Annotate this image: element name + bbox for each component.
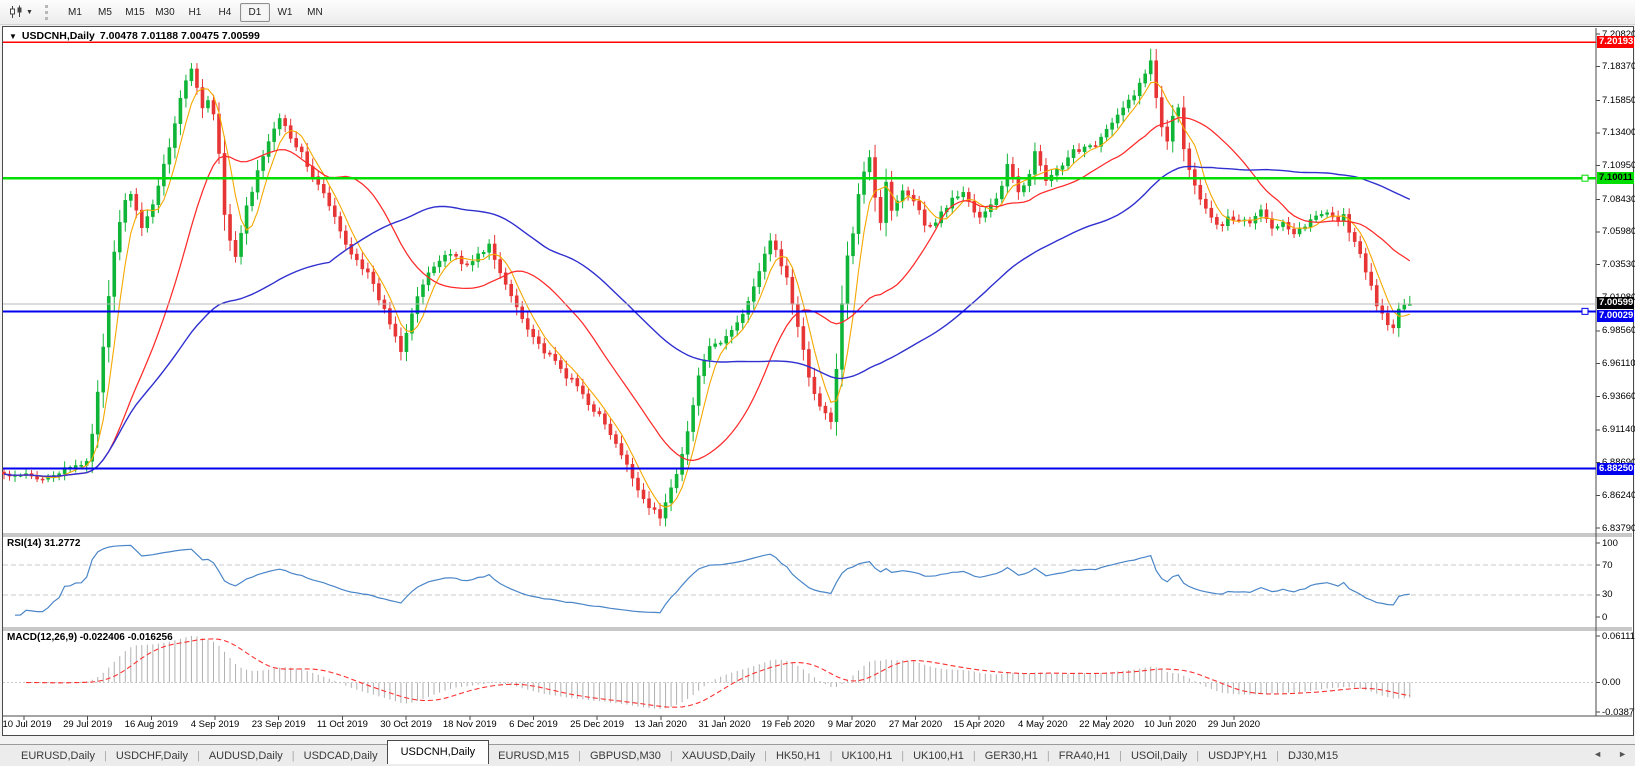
tab-separator: | [196,749,200,762]
tab-separator: | [1046,749,1050,762]
tab-scroll-left-icon[interactable]: ◄ [1593,749,1603,759]
tab-separator: | [1276,749,1280,762]
timeframe-button-h4[interactable]: H4 [210,3,240,22]
candlestick-chart-icon [10,5,22,18]
chart-tab-xauusd-daily[interactable]: XAUUSD,Daily [681,749,756,762]
timeframe-button-m15[interactable]: M15 [120,3,150,22]
toolbar-grip[interactable] [44,4,51,20]
chart-tab-hk50-h1[interactable]: HK50,H1 [775,749,821,762]
chevron-down-icon: ▼ [26,8,33,16]
tab-scroll-arrows: ◄ ► [1593,749,1627,759]
chart-tab-gbpusd-m30[interactable]: GBPUSD,M30 [589,749,661,762]
chart-tab-usoil-daily[interactable]: USOil,Daily [1130,749,1188,762]
tab-separator: | [764,749,767,762]
chart-tab-eurusd-m15[interactable]: EURUSD,M15 [498,749,570,762]
timeframe-button-m1[interactable]: M1 [60,3,90,22]
timeframe-button-w1[interactable]: W1 [270,3,300,22]
timeframe-button-m5[interactable]: M5 [90,3,120,22]
chart-tab-eurusd-daily[interactable]: EURUSD,Daily [21,749,95,762]
tab-separator: | [669,749,673,762]
chart-tab-audusd-daily[interactable]: AUDUSD,Daily [208,749,283,762]
timeframe-button-h1[interactable]: H1 [180,3,210,22]
chart-tab-usdjpy-h1[interactable]: USDJPY,H1 [1208,749,1268,762]
chart-tab-uk100-h1[interactable]: UK100,H1 [913,749,964,762]
chart-tab-usdcnh-daily[interactable]: USDCNH,Daily [386,739,490,764]
tab-separator: | [1119,749,1122,762]
timeframe-button-m30[interactable]: M30 [150,3,180,22]
chart-type-button[interactable]: ▼ [4,2,38,22]
tab-separator: | [291,749,295,762]
toolbar: ▼ M1 M5 M15 M30 H1 H4 D1 W1 MN [0,0,1635,25]
chart-tab-uk100-h1[interactable]: UK100,H1 [841,749,893,762]
timeframe-button-d1[interactable]: D1 [239,2,270,22]
tab-separator: | [829,749,833,762]
tab-separator: | [1196,749,1200,762]
tab-separator: | [578,749,581,762]
timeframe-buttons: M1 M5 M15 M30 H1 H4 D1 W1 MN [60,2,330,22]
tab-scroll-right-icon[interactable]: ► [1618,749,1627,759]
chart-tab-bar: EURUSD,Daily | USDCHF,Daily | AUDUSD,Daily | U… [0,739,1635,766]
chart-tab-usdcad-daily[interactable]: USDCAD,Daily [303,749,378,762]
timeframe-button-mn[interactable]: MN [300,3,330,22]
chart-tab-ger30-h1[interactable]: GER30,H1 [984,749,1038,762]
tab-separator: | [972,749,976,762]
chart-tab-dj30-m15[interactable]: DJ30,M15 [1288,749,1339,762]
chart-tab-usdchf-daily[interactable]: USDCHF,Daily [115,749,188,762]
tab-separator: | [103,749,107,762]
tab-separator: | [901,749,905,762]
chart-tab-fra40-h1[interactable]: FRA40,H1 [1058,749,1111,762]
